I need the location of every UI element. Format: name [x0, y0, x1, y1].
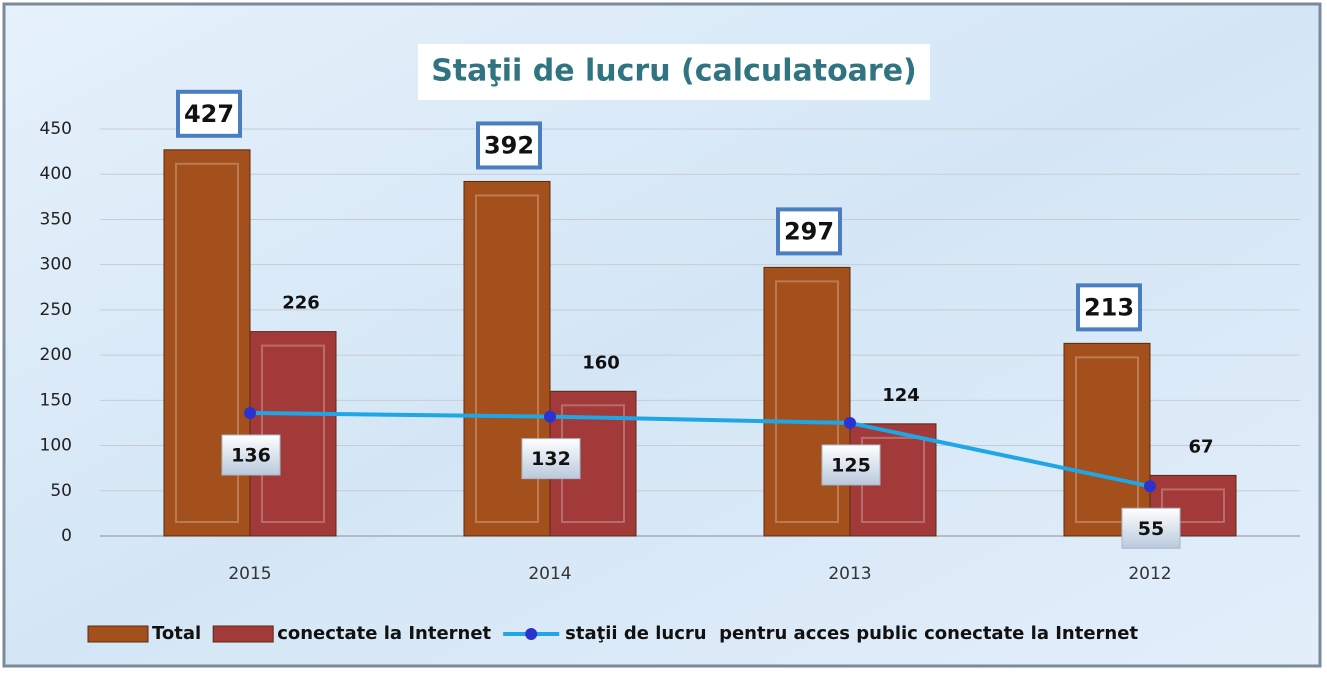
bar-bevel: [475, 194, 539, 524]
line: [249, 410, 1151, 489]
value-label: 132: [531, 448, 571, 470]
bar-bevel: [175, 162, 239, 523]
value-label-box: [476, 121, 542, 170]
bar: [249, 331, 337, 537]
value-label: 125: [831, 454, 871, 476]
legend-swatch: [525, 628, 538, 640]
value-label: 136: [231, 444, 271, 466]
value-label-box: [1076, 283, 1142, 332]
legend-swatch: [212, 625, 274, 643]
bar-bevel: [1161, 488, 1225, 523]
chart-title: Staţii de lucru (calculatoare): [431, 54, 917, 89]
line-marker: [844, 416, 856, 429]
y-tick-label: 0: [61, 526, 72, 546]
value-label: 55: [1138, 518, 1164, 540]
y-tick-label: 400: [40, 164, 72, 184]
bar: [763, 266, 851, 537]
y-tick-label: 450: [40, 119, 72, 139]
value-label-box: [821, 444, 881, 486]
value-label: 226: [282, 293, 320, 314]
value-label: 124: [882, 385, 920, 406]
legend-label: conectate la Internet: [277, 623, 491, 644]
value-label: 67: [1188, 436, 1213, 457]
bar: [1063, 342, 1151, 537]
legend-label: staţii de lucru pentru acces public cone…: [565, 623, 1138, 644]
bar-bevel: [1075, 356, 1139, 523]
value-label-box: [521, 438, 581, 480]
y-tick-label: 50: [50, 481, 72, 501]
value-label-box: [176, 89, 242, 138]
bar-bevel: [261, 344, 325, 523]
value-label: 297: [784, 217, 834, 245]
y-tick-label: 150: [40, 390, 72, 410]
legend-swatch: [87, 625, 149, 643]
title-box: [418, 44, 930, 100]
value-label: 427: [184, 100, 234, 128]
line-marker: [544, 410, 556, 423]
value-label: 392: [484, 131, 534, 159]
value-label-box: [776, 207, 842, 256]
value-label: 213: [1084, 293, 1134, 321]
y-tick-label: 350: [40, 209, 72, 229]
y-tick-label: 300: [40, 255, 72, 275]
x-tick-label: 2013: [828, 564, 871, 584]
x-tick-label: 2014: [528, 564, 571, 584]
y-tick-label: 200: [40, 345, 72, 365]
y-tick-label: 100: [40, 436, 72, 456]
x-tick-label: 2012: [1128, 564, 1171, 584]
value-label-box: [221, 434, 281, 476]
x-tick-label: 2015: [228, 564, 271, 584]
bar-bevel: [775, 280, 839, 523]
value-label-box: [1121, 507, 1181, 549]
line-marker: [1144, 480, 1156, 493]
value-label: 160: [582, 352, 620, 373]
line-marker: [244, 406, 256, 419]
y-tick-label: 250: [40, 300, 72, 320]
legend-label: Total: [152, 623, 201, 644]
